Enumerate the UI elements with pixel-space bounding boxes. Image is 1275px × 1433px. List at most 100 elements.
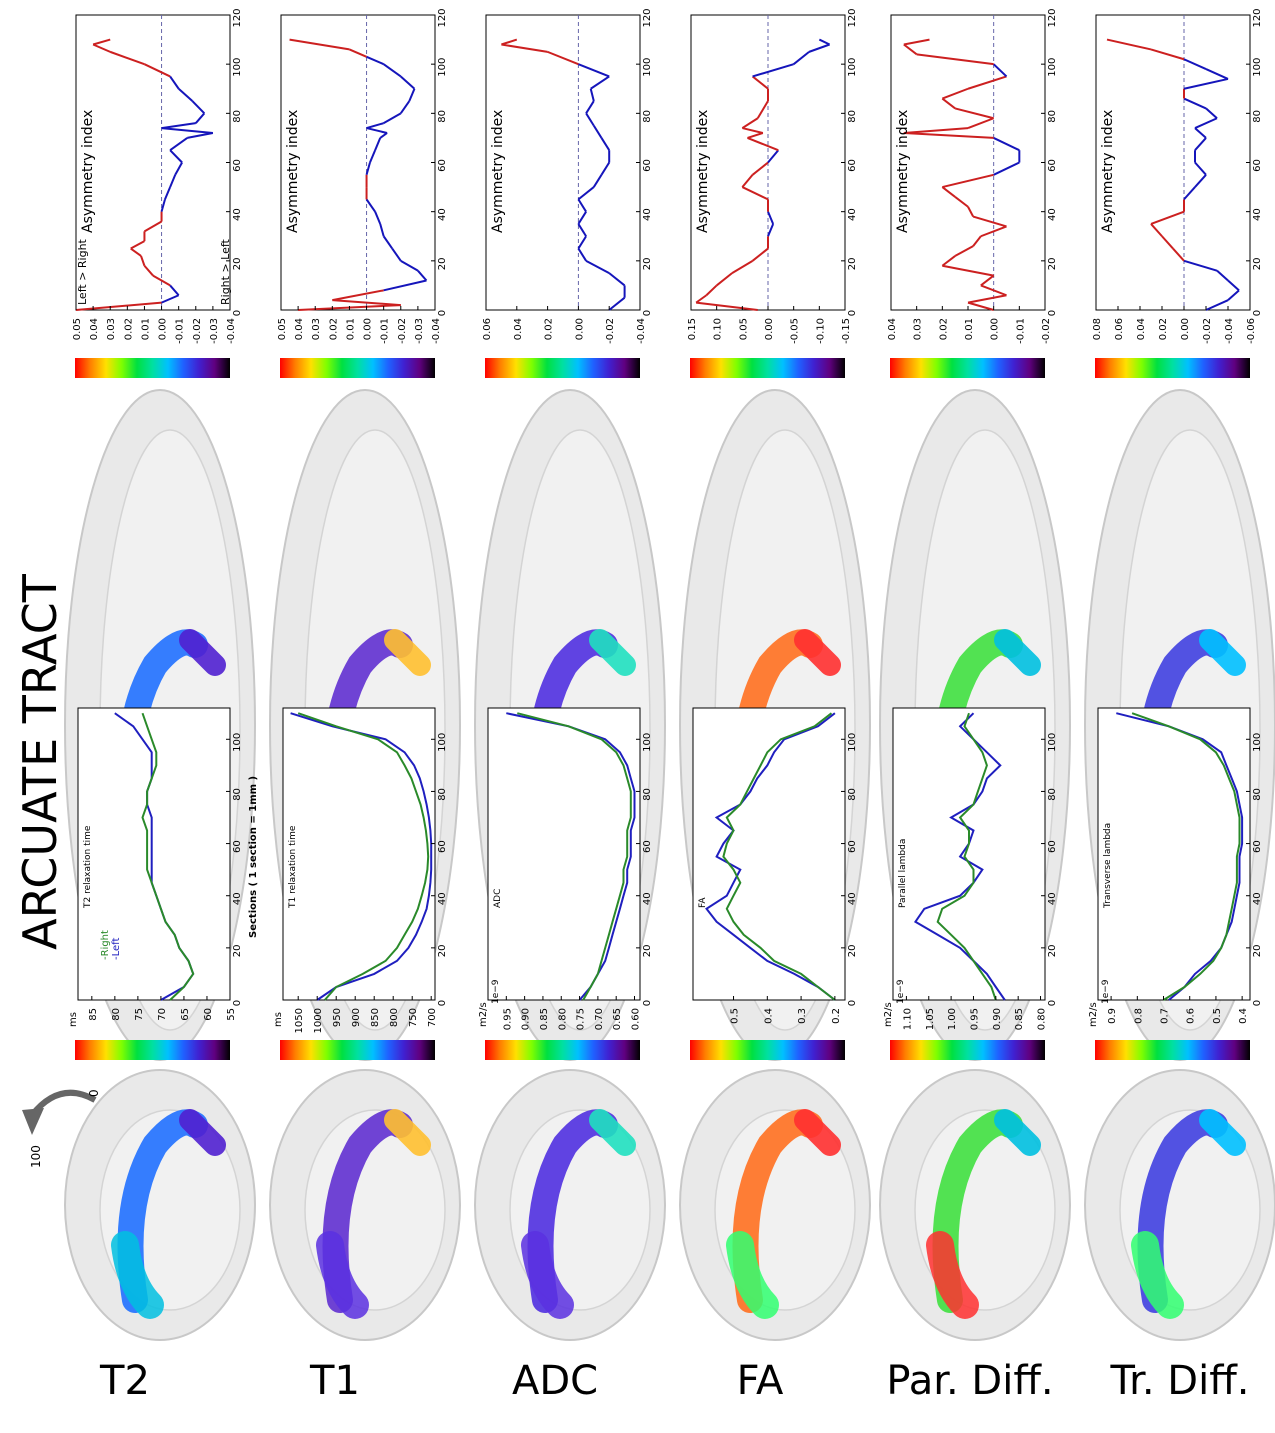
ytick-label: 0.80 xyxy=(1037,1008,1048,1030)
colorbar-lower xyxy=(1095,1040,1250,1060)
xtick-label: 60 xyxy=(642,840,653,853)
asym-segment xyxy=(967,206,975,218)
ytick-label: 950 xyxy=(332,1008,343,1027)
row-t2: 85 80 75 70 65 60 55 0 20 40 60 80 100 T2 relaxation … xyxy=(64,8,259,1341)
ytick-label: 65 xyxy=(180,1008,191,1021)
asym-segment xyxy=(980,284,1007,297)
asym-ylabel: Asymmetry index xyxy=(285,110,301,233)
xtick-label: 80 xyxy=(232,788,243,801)
ytick-label: 75 xyxy=(134,1008,145,1021)
asym-segment xyxy=(1183,186,1196,201)
profile-ylabel: FA xyxy=(698,897,708,908)
asym-segment xyxy=(365,162,371,176)
asym-segment xyxy=(577,198,587,213)
ytick-label: 1000 xyxy=(313,1008,324,1033)
ytick-label: 800 xyxy=(389,1008,400,1027)
asym-ytick-label: 0.10 xyxy=(713,318,724,340)
series-line-right xyxy=(297,712,430,1001)
asym-xtick-label: 20 xyxy=(847,257,858,270)
asym-segment xyxy=(577,186,595,201)
asym-ylabel: Asymmetry index xyxy=(490,110,506,233)
asym-segment xyxy=(972,235,982,247)
ytick-label: 0.6 xyxy=(1186,1008,1197,1024)
asym-segment xyxy=(980,225,1007,238)
asym-segment xyxy=(741,117,759,129)
asym-segment xyxy=(767,211,775,225)
asym-ytick-label: -0.02 xyxy=(605,318,616,344)
row-label-par: Par. Diff. xyxy=(886,1358,1054,1404)
asym-segment xyxy=(793,51,810,65)
xtick-label: 100 xyxy=(642,733,653,752)
asym-xtick-label: 20 xyxy=(1252,257,1263,270)
asym-xtick-label: 20 xyxy=(437,257,448,270)
asym-segment xyxy=(366,55,385,66)
asym-segment xyxy=(742,127,764,134)
asym-ytick-label: -0.15 xyxy=(841,318,852,344)
tract-frontal xyxy=(316,1231,369,1319)
asym-segment xyxy=(818,38,831,46)
brain-render-bottom xyxy=(679,1069,871,1341)
asym-xtick-label: 100 xyxy=(1252,58,1263,77)
asym-segment xyxy=(967,117,995,130)
asym-segment xyxy=(903,127,969,134)
colorbar-lower xyxy=(280,1040,435,1060)
xtick-label: 40 xyxy=(847,892,858,905)
profile-unit: m2/s xyxy=(1088,1002,1099,1027)
xtick-label: 20 xyxy=(437,944,448,957)
rotation-end-label: 100 xyxy=(29,1145,43,1168)
asym-ytick-label: -0.04 xyxy=(1224,318,1235,344)
series-line-right xyxy=(1131,712,1241,1001)
asym-segment xyxy=(92,38,111,46)
asym-segment xyxy=(741,186,769,201)
asym-segment xyxy=(752,63,794,78)
asym-segment xyxy=(547,50,579,66)
asym-ytick-label: 0.00 xyxy=(363,318,374,340)
asym-xtick-label: 80 xyxy=(847,110,858,123)
ytick-label: 70 xyxy=(157,1008,168,1021)
asym-segment xyxy=(577,223,587,237)
asym-segment xyxy=(191,100,206,115)
asym-segment xyxy=(992,63,1008,78)
asym-ytick-label: -0.01 xyxy=(175,318,186,344)
asym-segment xyxy=(592,174,603,188)
asymmetry-plot: 0.04 0.03 0.02 0.01 0.00 -0.01 -0.02 0 20 40 60 80 1… xyxy=(887,8,1058,343)
ytick-label: 0.85 xyxy=(1014,1008,1025,1030)
asym-ytick-label: -0.04 xyxy=(636,318,647,344)
asym-segment xyxy=(374,137,382,151)
asym-segment xyxy=(747,132,764,139)
asym-segment xyxy=(332,289,384,302)
profile-exponent: 1e−9 xyxy=(1101,979,1111,1004)
xtick-label: 40 xyxy=(642,892,653,905)
asym-ytick-label: 0.01 xyxy=(964,318,975,340)
xtick-label: 40 xyxy=(1047,892,1058,905)
xtick-label: 100 xyxy=(232,733,243,752)
asym-segment xyxy=(130,247,142,257)
asym-ytick-label: 0.06 xyxy=(1114,318,1125,340)
profile-ylabel: T2 relaxation time xyxy=(83,825,93,909)
asym-ytick-label: 0.04 xyxy=(89,318,100,340)
profile-unit: ms xyxy=(273,1012,284,1027)
asym-ytick-label: 0.01 xyxy=(140,318,151,340)
asym-segment xyxy=(608,272,626,287)
profile-unit: m2/s xyxy=(478,1002,489,1027)
series-line-right xyxy=(722,712,836,1001)
ytick-label: 1.05 xyxy=(925,1008,936,1030)
asym-xtick-label: 100 xyxy=(437,58,448,77)
xtick-label: 0 xyxy=(1047,1000,1058,1006)
tract-temporal xyxy=(384,1109,431,1156)
ytick-label: 0.5 xyxy=(730,1008,741,1024)
asym-ytick-label: 0.00 xyxy=(158,318,169,340)
asym-segment xyxy=(1194,117,1218,129)
asym-segment xyxy=(941,97,956,110)
xtick-label: 0 xyxy=(1252,1000,1263,1006)
xtick-label: 100 xyxy=(1252,733,1263,752)
series-line-right xyxy=(141,712,195,1001)
asym-segment xyxy=(130,240,145,250)
asym-segment xyxy=(379,223,385,237)
tract-frontal xyxy=(1131,1231,1184,1319)
asym-segment xyxy=(399,100,411,114)
ytick-label: 85 xyxy=(88,1008,99,1021)
xtick-label: 80 xyxy=(1047,788,1058,801)
profile-exponent: 1e−9 xyxy=(491,979,501,1004)
